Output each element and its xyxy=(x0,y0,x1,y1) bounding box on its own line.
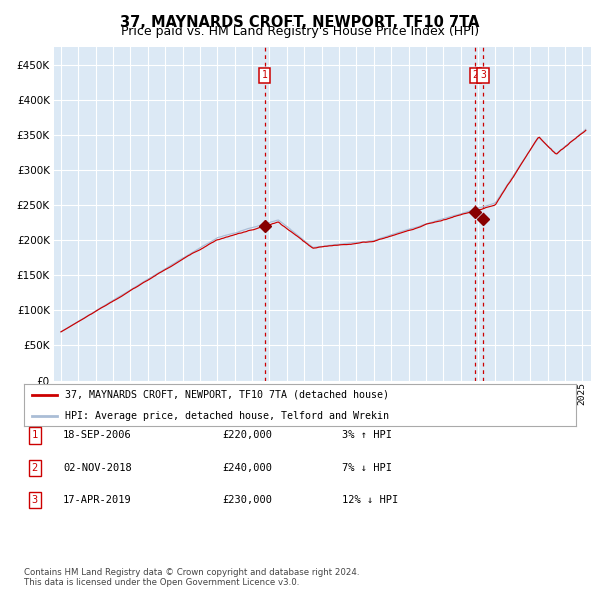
Text: HPI: Average price, detached house, Telford and Wrekin: HPI: Average price, detached house, Telf… xyxy=(65,411,389,421)
Text: Contains HM Land Registry data © Crown copyright and database right 2024.
This d: Contains HM Land Registry data © Crown c… xyxy=(24,568,359,587)
Text: 1: 1 xyxy=(262,70,268,80)
Text: £230,000: £230,000 xyxy=(222,496,272,505)
Text: £240,000: £240,000 xyxy=(222,463,272,473)
Text: 3% ↑ HPI: 3% ↑ HPI xyxy=(342,431,392,440)
Text: 3: 3 xyxy=(480,70,486,80)
Text: 18-SEP-2006: 18-SEP-2006 xyxy=(63,431,132,440)
Text: 1: 1 xyxy=(32,431,38,440)
Text: 3: 3 xyxy=(32,496,38,505)
Text: 2: 2 xyxy=(32,463,38,473)
Text: Price paid vs. HM Land Registry's House Price Index (HPI): Price paid vs. HM Land Registry's House … xyxy=(121,25,479,38)
Text: 02-NOV-2018: 02-NOV-2018 xyxy=(63,463,132,473)
Text: £220,000: £220,000 xyxy=(222,431,272,440)
Text: 37, MAYNARDS CROFT, NEWPORT, TF10 7TA: 37, MAYNARDS CROFT, NEWPORT, TF10 7TA xyxy=(120,15,480,30)
Text: 7% ↓ HPI: 7% ↓ HPI xyxy=(342,463,392,473)
Text: 12% ↓ HPI: 12% ↓ HPI xyxy=(342,496,398,505)
Text: 2: 2 xyxy=(472,70,478,80)
Text: 17-APR-2019: 17-APR-2019 xyxy=(63,496,132,505)
Text: 37, MAYNARDS CROFT, NEWPORT, TF10 7TA (detached house): 37, MAYNARDS CROFT, NEWPORT, TF10 7TA (d… xyxy=(65,389,389,399)
